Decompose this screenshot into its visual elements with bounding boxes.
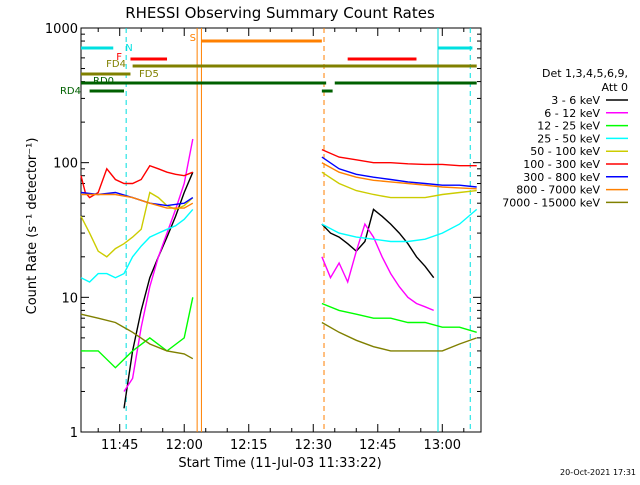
flag-label-fd4: FD4 bbox=[106, 59, 126, 70]
footer-date: 20-Oct-2021 17:31 bbox=[560, 468, 636, 477]
series-line-5 bbox=[321, 171, 477, 199]
legend-label: 25 - 50 keV bbox=[537, 132, 600, 145]
legend-label: 50 - 100 keV bbox=[530, 145, 600, 158]
legend-label: 800 - 7000 keV bbox=[516, 184, 600, 197]
flag-label-n: N bbox=[125, 43, 132, 54]
x-axis-label: Start Time (11-Jul-03 11:33:22) bbox=[178, 456, 381, 471]
flag-label-s: S bbox=[190, 33, 196, 44]
plot-area: 1 10 100 1000 11:45 12:00 12:15 12:30 12:45 13:00… bbox=[45, 22, 482, 453]
legend-label: 12 - 25 keV bbox=[537, 120, 600, 133]
series-line-7 bbox=[321, 156, 477, 188]
x-tick-label: 11:45 bbox=[101, 438, 138, 453]
series-line-3 bbox=[321, 302, 477, 333]
legend-label: 300 - 800 keV bbox=[523, 171, 600, 184]
series-line-3 bbox=[81, 297, 194, 369]
series-line-2 bbox=[321, 222, 434, 312]
y-tick-label: 1000 bbox=[45, 22, 78, 37]
series-line-1 bbox=[321, 208, 435, 279]
series-line-4 bbox=[321, 208, 478, 243]
legend-label: 7000 - 15000 keV bbox=[502, 196, 600, 209]
flag-label-f: F bbox=[116, 52, 122, 63]
chart-title: RHESSI Observing Summary Count Rates bbox=[125, 4, 435, 22]
y-tick-label: 100 bbox=[53, 157, 78, 172]
flag-label-rd0: RD0 bbox=[93, 76, 114, 87]
x-tick-label: 12:15 bbox=[230, 438, 267, 453]
x-tick-label: 12:00 bbox=[165, 438, 202, 453]
series-line-9 bbox=[80, 313, 194, 360]
legend-header-line-1: Det 1,3,4,5,6,9, bbox=[542, 67, 628, 80]
series-line-6 bbox=[321, 148, 477, 167]
series-line-2 bbox=[123, 138, 194, 392]
plot-frame bbox=[80, 27, 482, 433]
series-line-6 bbox=[80, 164, 194, 199]
series-line-8 bbox=[321, 162, 477, 190]
x-tick-label: 12:30 bbox=[295, 438, 332, 453]
legend-label: 3 - 6 keV bbox=[551, 94, 600, 107]
y-axis-label: Count Rate (s⁻¹ detector⁻¹) bbox=[25, 138, 40, 315]
y-tick-label: 1 bbox=[70, 426, 78, 441]
y-tick-label: 10 bbox=[61, 291, 78, 306]
series-line-4 bbox=[80, 208, 194, 283]
series-line-9 bbox=[321, 321, 477, 352]
flag-label-rd4: RD4 bbox=[60, 86, 81, 97]
flag-label-fd5: FD5 bbox=[139, 69, 159, 80]
legend-label: 6 - 12 keV bbox=[544, 107, 600, 120]
x-tick-label: 12:45 bbox=[359, 438, 396, 453]
legend-header-line-2: Att 0 bbox=[602, 81, 628, 94]
legend-label: 100 - 300 keV bbox=[523, 158, 600, 171]
x-tick-label: 13:00 bbox=[424, 438, 461, 453]
series-line-8 bbox=[81, 193, 194, 209]
